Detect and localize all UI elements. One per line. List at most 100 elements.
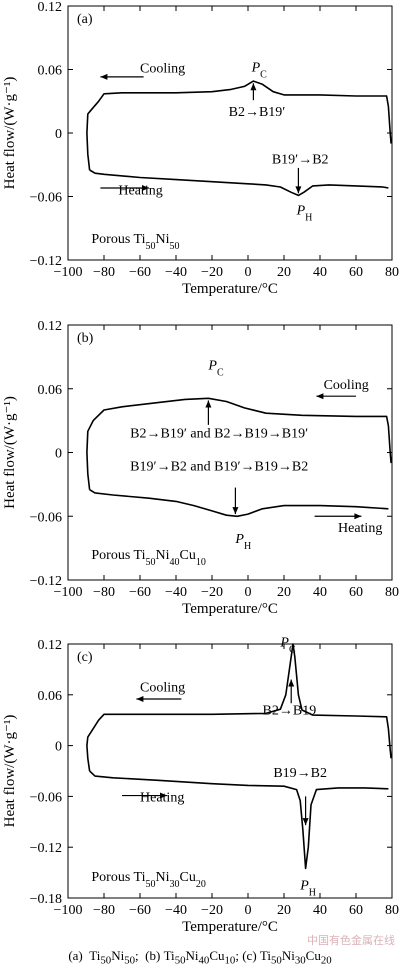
y-axis-label: Heat flow/(W·g⁻¹) [2,396,18,509]
x-tick-label: 20 [277,265,291,280]
caption-c-sub3: 20 [320,954,332,967]
peak-cooling-arrow-head [288,679,295,687]
heating-arrow [100,185,149,192]
sample-prefix: Porous Ti [91,232,145,247]
heating-transformation-label: B19′→B2 and B19′→B19→B2 [130,460,308,475]
x-tick-label: −100 [54,585,83,600]
caption-a-sub2: 50 [124,954,136,967]
peak-heating-subscript: H [244,540,251,551]
x-tick-label: 20 [277,585,291,600]
peak-heating-arrow [295,167,302,194]
peak-heating-arrow-head [302,818,309,826]
sample-label: Porous Ti50Ni30Cu20 [91,870,205,890]
cooling-transformation-label: B2→B19′ [229,105,286,120]
sample-el2: Ni [155,232,169,247]
sample-label: Porous Ti50Ni50 [91,232,179,252]
x-tick-label: −40 [165,903,187,918]
sample-sub1: 50 [145,556,155,567]
y-tick-label: −0.18 [30,892,62,907]
peak-cooling-arrow-head [205,400,212,408]
peak-heating-symbol: P [296,203,306,218]
sample-sub2: 40 [169,556,179,567]
panel-label: (c) [77,650,93,665]
x-tick-label: 80 [385,265,399,280]
caption-a-sep: ; [135,948,139,963]
sample-sub1: 50 [145,879,155,890]
x-tick-label: −80 [93,265,115,280]
sample-el2: Ni [155,870,169,885]
heating-curve [89,169,389,197]
cooling-curve [86,643,392,772]
y-tick-label: 0.12 [38,638,63,653]
x-tick-label: 0 [245,585,252,600]
figure-caption: (a) Ti50Ni50; (b) Ti50Ni40Cu10; (c) Ti50… [0,948,400,967]
peak-heating-symbol: P [299,879,309,894]
y-tick-label: 0 [55,740,62,755]
plot-frame [67,324,393,581]
chart-panel-0: −100 −80 −60 −40 −20 0 20 40 60 80 −0.12 −0.06 0 0.06… [2,0,399,297]
caption-c-sub2: 30 [294,954,306,967]
x-tick-label: −40 [165,585,187,600]
x-tick-label: 0 [245,903,252,918]
caption-b-sub2: 40 [198,954,210,967]
heating-label: Heating [118,183,162,198]
x-tick-label: −60 [129,585,151,600]
peak-cooling-arrow [205,400,212,425]
sample-sub3: 10 [196,556,206,567]
heating-label: Heating [338,521,382,536]
x-tick-label: −100 [54,903,83,918]
plot-frame [67,5,393,261]
x-tick-label: −20 [201,265,223,280]
caption-b-el3: Cu [209,948,225,963]
caption-a-sub1: 50 [100,954,112,967]
y-tick-label: 0.12 [38,0,63,15]
y-tick-label: 0 [55,447,62,462]
x-tick-label: 60 [349,903,363,918]
y-tick-label: −0.12 [30,574,62,589]
cooling-arrow [316,393,356,400]
peak-heating-subscript: H [305,212,312,223]
x-tick-label: −80 [93,585,115,600]
x-tick-label: 20 [277,903,291,918]
cooling-transformation-label: B2→B19 [263,703,317,718]
heating-transformation-label: B19→B2 [273,766,327,781]
cooling-arrow [100,73,144,80]
x-tick-label: 60 [349,265,363,280]
cooling-arrow [136,696,182,703]
peak-cooling-subscript: C [217,367,224,378]
x-tick-label: 80 [385,903,399,918]
y-tick-label: −0.12 [30,841,62,856]
caption-a-el1: Ti [89,948,101,963]
caption-b-el1: Ti [163,948,175,963]
heating-arrow-head [142,185,149,192]
caption-c-el2: Ni [281,948,295,963]
cooling-curve [86,397,392,490]
cooling-transformation-label: B2→B19′ and B2→B19→B19′ [130,427,308,442]
x-tick-label: −80 [93,903,115,918]
sample-sub2: 50 [169,241,179,252]
heating-arrow [314,513,362,520]
peak-cooling-arrow-head [250,83,257,91]
x-tick-label: 40 [313,585,327,600]
heating-transformation-label: B19′→B2 [272,153,329,168]
sample-el3: Cu [179,548,195,563]
x-tick-label: −20 [201,903,223,918]
sample-prefix: Porous Ti [91,870,145,885]
y-tick-label: 0 [55,127,62,142]
chart-panel-2: −100 −80 −60 −40 −20 0 20 40 60 80 −0.18 −0.12 −0.06… [2,636,399,935]
x-tick-label: −60 [129,265,151,280]
caption-a-el2: Ni [111,948,125,963]
sample-sub3: 20 [196,879,206,890]
peak-heating-label: PH [234,532,251,552]
peak-cooling-arrow [250,83,257,101]
caption-a-label: (a) [68,948,83,963]
sample-el3: Cu [179,870,195,885]
cooling-label: Cooling [140,62,185,77]
y-tick-label: 0.06 [38,383,63,398]
x-axis-label: Temperature/°C [182,281,278,297]
caption-b-sub1: 50 [174,954,186,967]
cooling-arrow-head [136,696,144,703]
x-tick-label: −20 [201,585,223,600]
cooling-label: Cooling [324,378,369,393]
peak-cooling-subscript: C [260,69,267,80]
